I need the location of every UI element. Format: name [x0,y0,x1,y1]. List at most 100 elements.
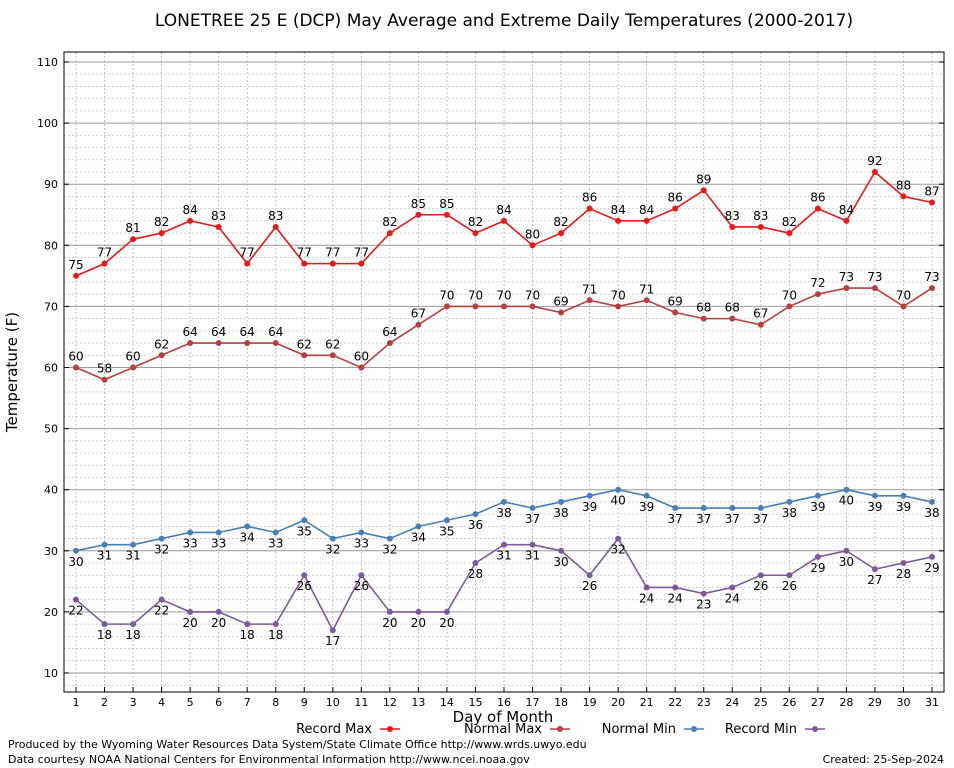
data-label: 34 [411,530,426,544]
x-tick-label: 4 [158,696,165,709]
data-point [130,236,137,243]
legend-marker [691,726,697,732]
data-label: 60 [68,350,83,364]
data-label: 92 [867,154,882,168]
data-label: 82 [553,215,568,229]
data-point [472,230,479,237]
data-point [73,547,79,554]
x-tick-label: 9 [301,696,308,709]
data-point [443,303,450,310]
data-point [843,217,850,224]
x-tick-label: 15 [468,696,482,709]
legend-item: Record Min [725,722,825,737]
data-point [329,535,336,542]
data-point [272,529,279,536]
data-label: 22 [154,604,169,618]
data-point [415,321,422,328]
series-record-max: 75 77 81 82 84 83 77 83 77 77 77 82 85 85 82 84 80 82 86 84… [68,154,940,279]
data-label: 87 [924,185,939,199]
data-label: 60 [125,350,140,364]
data-label: 67 [753,307,768,321]
data-point [73,596,79,603]
data-label: 24 [668,591,683,605]
x-tick-label: 24 [725,696,739,709]
data-point [814,205,821,212]
data-label: 24 [639,591,654,605]
data-label: 77 [325,246,340,260]
data-point [814,492,821,499]
data-label: 71 [582,282,597,296]
data-point [700,590,707,597]
data-point [615,217,622,224]
legend-label: Normal Max [464,722,542,737]
y-tick-label: 70 [44,300,58,313]
data-point [215,608,222,615]
data-label: 31 [525,549,540,563]
data-label: 84 [639,203,654,217]
data-label: 86 [810,191,825,205]
data-point [900,560,907,567]
x-axis-ticks: 1 2 3 4 5 6 7 8 9 10 11 12 13 14 15 16 17 18 19 20 21 22 23 24 2… [73,687,939,709]
y-tick-label: 40 [44,484,58,497]
y-tick-label: 100 [37,117,58,130]
legend-item: Normal Min [602,722,704,737]
x-tick-label: 27 [811,696,825,709]
y-tick-label: 50 [44,423,58,436]
data-label: 60 [354,350,369,364]
data-label: 18 [97,628,112,642]
series-group: 75 77 81 82 84 83 77 83 77 77 77 82 85 85 82 84 80 82 86 84… [68,154,939,648]
legend-marker [387,726,393,732]
legend-marker [557,726,563,732]
data-point [672,309,679,316]
x-tick-label: 5 [187,696,194,709]
data-label: 84 [839,203,854,217]
data-point [130,621,137,628]
x-tick-label: 26 [782,696,796,709]
data-point [729,505,736,512]
data-point [786,303,793,310]
x-tick-label: 2 [101,696,108,709]
data-label: 83 [268,209,283,223]
data-point [301,352,308,359]
data-point [843,486,850,493]
data-point [529,541,536,548]
data-point [757,321,764,328]
data-point [443,211,450,218]
data-point [130,541,137,548]
x-tick-label: 19 [583,696,597,709]
data-label: 64 [182,325,197,339]
data-label: 26 [753,579,768,593]
data-label: 73 [924,270,939,284]
data-label: 82 [468,215,483,229]
data-point [472,560,479,567]
data-label: 77 [97,246,112,260]
data-label: 34 [240,530,255,544]
data-label: 62 [154,337,169,351]
credit-line-producer: Produced by the Wyoming Water Resources … [8,738,587,751]
data-label: 20 [211,616,226,630]
data-point [729,315,736,322]
data-point [301,260,308,267]
data-label: 88 [896,178,911,192]
data-label: 62 [325,337,340,351]
data-point [187,340,194,347]
data-label: 58 [97,362,112,376]
data-label: 80 [525,227,540,241]
data-label: 73 [867,270,882,284]
x-tick-label: 11 [354,696,368,709]
data-label: 39 [896,500,911,514]
data-label: 82 [382,215,397,229]
data-point [672,505,679,512]
data-point [643,584,650,591]
legend-label: Record Max [296,722,372,737]
data-point [158,352,165,359]
y-tick-label: 90 [44,178,58,191]
data-label: 26 [582,579,597,593]
data-label: 38 [496,506,511,520]
data-point [158,230,165,237]
x-tick-label: 22 [668,696,682,709]
data-label: 62 [297,337,312,351]
data-point [301,572,308,579]
x-tick-label: 18 [554,696,568,709]
data-point [786,572,793,579]
